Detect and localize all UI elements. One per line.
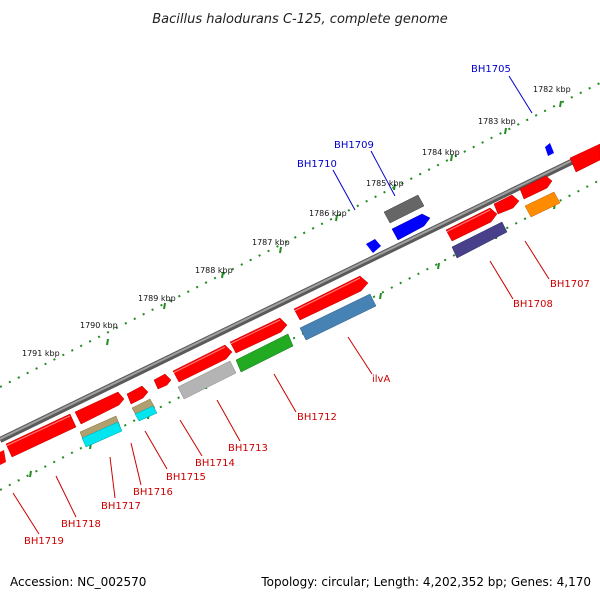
topology-text: Topology: circular; Length: 4,202,352 bp… xyxy=(260,575,591,589)
kbp-label: 1789 kbp xyxy=(138,294,176,303)
gene-arrow[interactable] xyxy=(445,207,498,242)
gene-arrow[interactable] xyxy=(293,275,369,321)
gene-arrow[interactable] xyxy=(81,421,123,448)
gene-label[interactable]: BH1714 xyxy=(195,458,235,469)
gene-label[interactable]: BH1709 xyxy=(334,140,374,151)
gene-arrow[interactable] xyxy=(545,143,554,156)
gene-arrow[interactable] xyxy=(569,143,600,173)
gene-arrow[interactable] xyxy=(519,175,553,200)
gene-arrow[interactable] xyxy=(177,360,237,400)
gene-label[interactable]: BH1712 xyxy=(297,412,337,423)
genome-backbone xyxy=(0,145,600,443)
gene-highlight xyxy=(5,209,491,447)
map-title: Bacillus halodurans C-125, complete geno… xyxy=(152,12,448,27)
gene-label[interactable]: BH1716 xyxy=(133,487,173,498)
gene-arrow[interactable] xyxy=(391,213,431,241)
leader-lines xyxy=(12,75,550,535)
gene-label[interactable]: BH1715 xyxy=(166,472,206,483)
gene-label[interactable]: BH1717 xyxy=(101,501,141,512)
gene-arrow[interactable] xyxy=(493,194,520,215)
colored-genes xyxy=(79,143,561,448)
gene-label[interactable]: BH1708 xyxy=(513,299,553,310)
gene-label[interactable]: ilvA xyxy=(372,374,390,385)
gene-arrow[interactable] xyxy=(153,373,172,390)
inner-gene-labels: BH1707 BH1708 ilvA BH1712 BH1713 BH1714 … xyxy=(24,279,590,547)
gene-arrow[interactable] xyxy=(134,405,158,422)
gene-label[interactable]: BH1705 xyxy=(471,64,511,75)
gene-arrow[interactable] xyxy=(5,413,77,458)
kbp-label: 1788 kbp xyxy=(195,266,233,275)
gene-arrow[interactable] xyxy=(229,317,288,354)
kbp-label: 1787 kbp xyxy=(252,238,290,247)
gene-label[interactable]: BH1713 xyxy=(228,443,268,454)
gene-arrow[interactable] xyxy=(0,450,6,465)
outer-gene-labels: BH1705 BH1709 BH1710 xyxy=(297,64,511,170)
kbp-label: 1784 kbp xyxy=(422,148,460,157)
gene-arrow[interactable] xyxy=(366,239,381,253)
accession-text: Accession: NC_002570 xyxy=(10,575,146,589)
gene-arrow[interactable] xyxy=(524,191,561,218)
kbp-label: 1785 kbp xyxy=(366,179,404,188)
gene-arrow[interactable] xyxy=(235,333,294,373)
gene-arrow[interactable] xyxy=(126,385,149,405)
gene-arrow[interactable] xyxy=(74,391,125,425)
gene-arrow[interactable] xyxy=(299,293,377,341)
kbp-label: 1783 kbp xyxy=(478,117,516,126)
gene-arrow[interactable] xyxy=(383,194,425,224)
outer-tick-track xyxy=(0,82,600,388)
gene-label[interactable]: BH1718 xyxy=(61,519,101,530)
gene-label[interactable]: BH1710 xyxy=(297,159,337,170)
kbp-label: 1782 kbp xyxy=(533,85,571,94)
gene-arrow[interactable] xyxy=(451,221,508,259)
gene-arrow[interactable] xyxy=(172,344,233,383)
kbp-label: 1786 kbp xyxy=(309,209,347,218)
gene-label[interactable]: BH1707 xyxy=(550,279,590,290)
kbp-labels: 1782 kbp 1783 kbp 1784 kbp 1785 kbp 1786… xyxy=(22,85,571,358)
kbp-label: 1791 kbp xyxy=(22,349,60,358)
kbp-label: 1790 kbp xyxy=(80,321,118,330)
forward-genes xyxy=(0,143,600,465)
gene-label[interactable]: BH1719 xyxy=(24,536,64,547)
